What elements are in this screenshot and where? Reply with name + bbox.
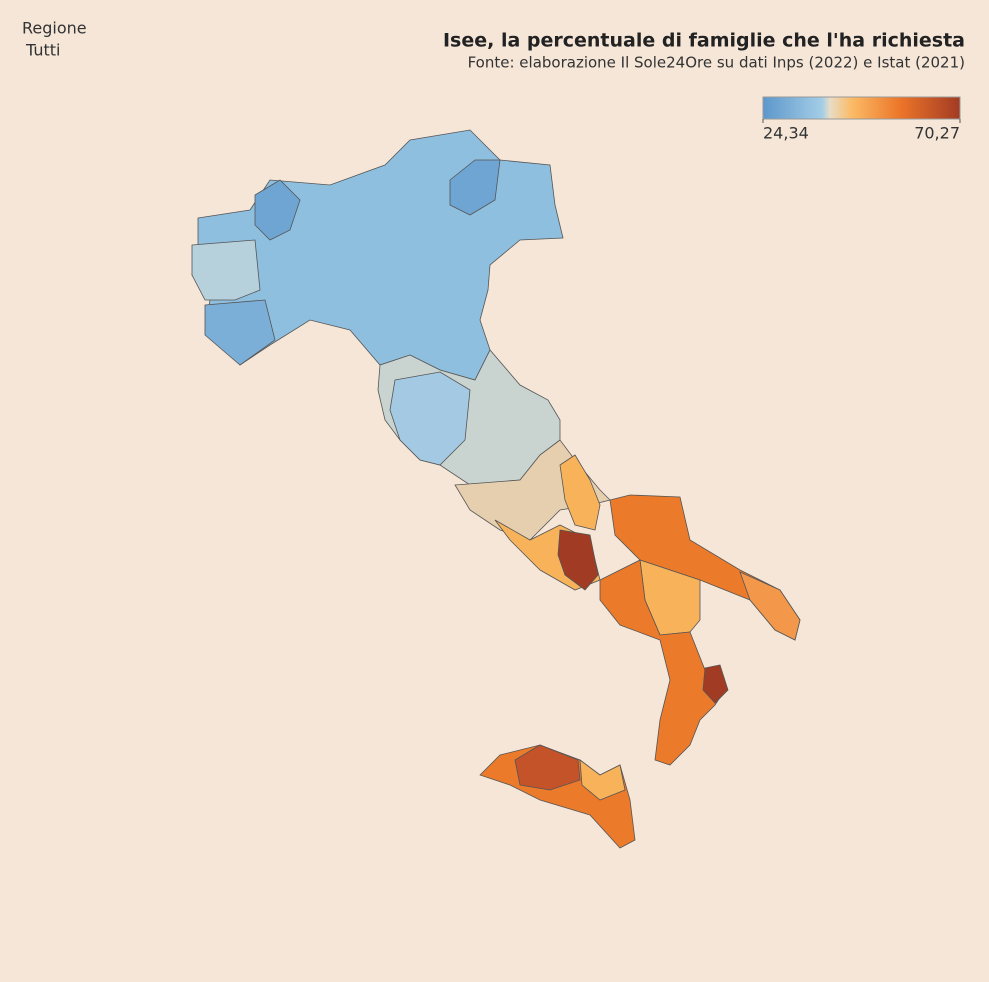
title: Isee, la percentuale di famiglie che l'h… (443, 30, 965, 52)
filter-label: Regione (22, 19, 87, 38)
scale-max-label: 70,27 (914, 124, 960, 143)
cuneo (204, 299, 276, 366)
molise (559, 454, 601, 531)
region-filter[interactable]: Regione Tutti (22, 19, 87, 60)
north-west (254, 179, 301, 241)
piemonte-south (191, 239, 261, 301)
color-scale (762, 96, 961, 120)
messina (579, 759, 626, 801)
crotone (702, 664, 729, 704)
scale-min-label: 24,34 (763, 124, 809, 143)
palermo (514, 744, 581, 791)
salento (739, 571, 801, 641)
italy-map (191, 129, 801, 849)
filter-value[interactable]: Tutti (25, 41, 60, 60)
trentino (449, 159, 501, 216)
subtitle: Fonte: elaborazione Il Sole24Ore su dati… (468, 54, 965, 72)
south (599, 559, 726, 766)
tuscany (389, 371, 471, 466)
napoli (557, 529, 599, 591)
